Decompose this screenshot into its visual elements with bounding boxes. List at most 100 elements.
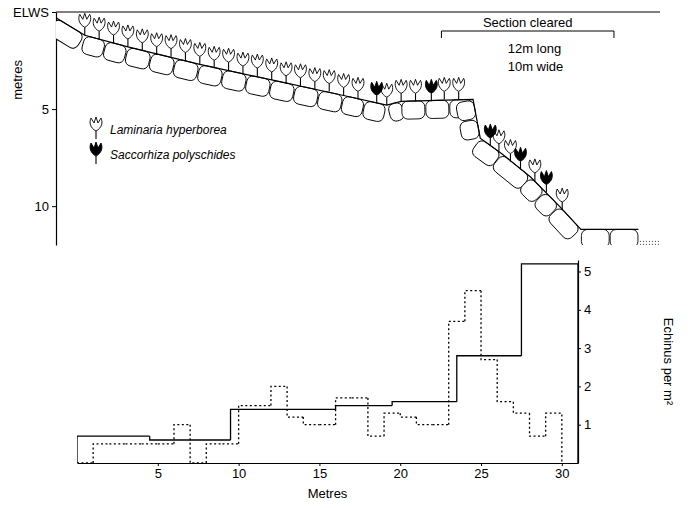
- step-segment: [93, 444, 109, 463]
- tick: 15: [313, 463, 327, 481]
- kelp-frond: [93, 17, 105, 31]
- boulder: [426, 100, 449, 119]
- step-segment: [190, 425, 206, 463]
- kelp: [165, 35, 177, 57]
- kelp: [223, 48, 235, 70]
- tick-label: 25: [474, 466, 488, 481]
- kelp: [237, 52, 249, 74]
- kelp-frond: [179, 39, 191, 53]
- kelp-stipe: [300, 78, 301, 86]
- kelp: [136, 29, 148, 51]
- tick-mark: [578, 425, 581, 426]
- legend-item: Saccorhiza polyschides: [90, 142, 235, 164]
- kelp-stipe: [185, 53, 186, 61]
- step-segment: [392, 402, 457, 406]
- kelp: [484, 124, 496, 146]
- annotation: Section cleared: [483, 15, 573, 30]
- step-segment: [400, 413, 416, 417]
- kelp-frond: [122, 25, 134, 39]
- kelp: [151, 33, 163, 55]
- tick-mark: [578, 348, 581, 349]
- tick-mark: [52, 109, 56, 110]
- sand-dot: [640, 244, 641, 245]
- step-segment: [319, 424, 335, 425]
- tick-label: 20: [393, 466, 407, 481]
- sand-dot: [652, 244, 653, 245]
- sand-dot: [643, 244, 644, 245]
- boulder: [102, 41, 127, 64]
- kelp-frond: [237, 52, 249, 66]
- kelp-frond: [323, 70, 335, 84]
- figure: ELWS 5 10 metres Laminaria hyperborea Saccorh…: [0, 0, 691, 508]
- kelp-stipe: [286, 76, 287, 84]
- tick: 5: [578, 264, 591, 279]
- axis-title: Echinus per m²: [661, 318, 676, 406]
- kelp-stipe: [534, 173, 535, 181]
- kelp: [540, 171, 552, 193]
- kelp-stipe: [490, 138, 491, 146]
- tick: 25: [474, 463, 488, 481]
- kelp: [338, 73, 350, 95]
- seabed-profile: [56, 18, 638, 230]
- kelp-stipe: [376, 95, 377, 103]
- kelp-frond: [395, 79, 407, 93]
- plot-area: [56, 13, 659, 245]
- legend-icon: [90, 117, 102, 139]
- step-segment: [206, 444, 222, 463]
- tick-label: 15: [313, 466, 327, 481]
- kelp-stipe: [214, 60, 215, 68]
- step-segment: [521, 264, 578, 463]
- kelp: [453, 77, 465, 99]
- sand-dot: [658, 244, 659, 245]
- step-segment: [174, 425, 190, 444]
- step-segment: [287, 386, 303, 417]
- tick-label: 4: [584, 302, 591, 317]
- kelp: [251, 54, 263, 76]
- step-segment: [231, 409, 336, 440]
- tick-mark: [52, 206, 56, 207]
- kelp: [556, 188, 568, 210]
- y-axis: 12345: [578, 261, 591, 464]
- sand-dot: [646, 244, 647, 245]
- axis-title: metres: [10, 60, 25, 100]
- kelp-stipe: [95, 156, 96, 164]
- kelp-stipe: [170, 49, 171, 57]
- tick: ELWS: [13, 5, 56, 20]
- kelp: [108, 21, 120, 43]
- tick: 10: [35, 199, 56, 214]
- kelp-frond: [515, 147, 527, 161]
- legend-label: Saccorhiza polyschides: [110, 148, 235, 162]
- kelp-stipe: [386, 97, 387, 105]
- kelp-frond: [352, 77, 364, 91]
- step-segment: [465, 291, 481, 322]
- kelp-frond: [540, 171, 552, 185]
- kelp-frond: [79, 13, 91, 27]
- boulder: [124, 47, 151, 70]
- kelp: [93, 17, 105, 39]
- tick-label: 10: [35, 199, 49, 214]
- sand-dot: [652, 241, 653, 242]
- kelp-stipe: [498, 144, 499, 152]
- kelp-frond: [90, 142, 102, 156]
- kelp-stipe: [99, 31, 100, 39]
- kelp-stipe: [401, 93, 402, 101]
- tick: 4: [578, 302, 591, 317]
- kelp-stipe: [257, 68, 258, 76]
- tick: 30: [555, 463, 569, 481]
- boulder: [268, 80, 295, 103]
- kelp-stipe: [156, 47, 157, 55]
- tick-label: 5: [42, 102, 49, 117]
- kelp-stipe: [271, 72, 272, 80]
- step-segment: [109, 443, 125, 444]
- legend-label: Laminaria hyperborea: [110, 123, 227, 137]
- kelp-frond: [484, 124, 496, 138]
- tick: 5: [155, 463, 162, 481]
- kelp-frond: [453, 77, 465, 91]
- axis-line: [56, 13, 57, 246]
- plot-area: [77, 264, 578, 463]
- kelp-stipe: [127, 39, 128, 47]
- step-segment: [449, 321, 465, 424]
- step-segment: [384, 413, 400, 436]
- axis-line: [78, 463, 579, 464]
- kelp-stipe: [444, 91, 445, 99]
